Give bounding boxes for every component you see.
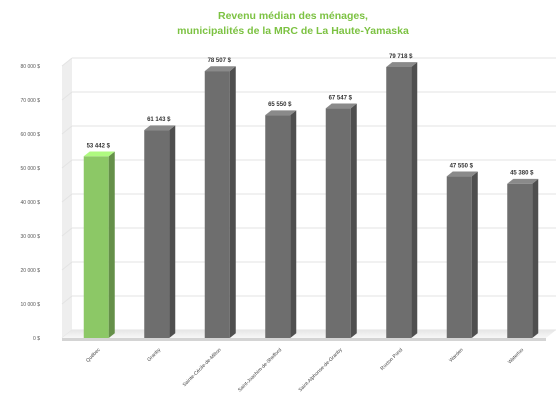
data-label: 65 550 $ [268, 102, 292, 108]
category-label: Warden [448, 347, 465, 364]
bar-side [411, 62, 418, 338]
y-tick-label: 60 000 $ [21, 132, 41, 138]
bar-front [204, 71, 230, 338]
bar-side [169, 125, 176, 338]
chart-title-line-1: Revenu médian des ménages, [218, 10, 368, 22]
bar-0 [83, 151, 115, 338]
data-label: 45 380 $ [510, 171, 534, 177]
gridline-wall [61, 227, 73, 237]
y-tick-label: 10 000 $ [21, 302, 41, 308]
bar-top [265, 110, 297, 116]
data-label: 78 507 $ [208, 58, 232, 64]
bar-front [83, 156, 109, 338]
category-label: Saint-Alphonse-de-Granby [298, 347, 344, 393]
bar-front [446, 176, 472, 338]
bar-top [325, 103, 357, 109]
bar-6 [446, 171, 478, 338]
bar-front [265, 115, 291, 338]
gridline-wall [61, 295, 73, 305]
bar-top [204, 66, 236, 72]
category-label: Québec [85, 347, 102, 364]
data-label: 47 550 $ [450, 163, 474, 169]
gridline-wall [61, 159, 73, 169]
category-label: Roxton Pond [379, 347, 404, 372]
bar-top [386, 62, 418, 67]
data-label: 67 547 $ [329, 95, 353, 101]
y-tick-label: 0 $ [33, 336, 40, 342]
y-tick-label: 80 000 $ [21, 64, 41, 70]
bar-top [507, 178, 539, 184]
bar-4 [325, 103, 357, 339]
bar-top [446, 171, 478, 177]
gridline-wall [61, 125, 73, 135]
category-label: Saint-Joachim-de-Shefford [237, 347, 283, 393]
bar-7 [507, 178, 539, 338]
gridline-wall [61, 193, 73, 203]
bar-side [229, 66, 236, 339]
bar-top [144, 125, 176, 131]
y-tick-label: 30 000 $ [21, 234, 41, 240]
y-tick-label: 50 000 $ [21, 166, 41, 172]
bar-side [350, 103, 357, 339]
category-label: Sainte-Cécile-de-Milton [182, 347, 223, 388]
y-tick-label: 20 000 $ [21, 268, 41, 274]
y-tick-label: 40 000 $ [21, 200, 41, 206]
bar-top [83, 151, 115, 157]
bar-side [532, 178, 539, 338]
chart-title-line-2: municipalités de la MRC de La Haute-Yama… [177, 25, 409, 37]
bar-side [290, 110, 297, 338]
bar-front [144, 130, 170, 338]
gridline-wall [61, 261, 73, 271]
y-tick-label: 70 000 $ [21, 98, 41, 104]
category-label: Granby [146, 347, 162, 363]
bar-front [507, 183, 533, 338]
bar-front [386, 66, 412, 338]
bar-3 [265, 110, 297, 338]
chart-floor-edge [62, 338, 546, 341]
bar-5 [386, 62, 418, 338]
data-label: 53 442 $ [87, 143, 111, 149]
bar-1 [144, 125, 176, 338]
gridline-wall [61, 57, 73, 67]
data-label: 61 143 $ [147, 117, 171, 123]
data-label: 79 718 $ [389, 54, 413, 60]
bar-side [471, 171, 478, 338]
bar-side [108, 151, 115, 338]
category-label: Waterloo [507, 347, 525, 365]
bar-front [325, 108, 351, 338]
chart-floor [62, 330, 556, 338]
bar-2 [204, 66, 236, 339]
gridline-wall [61, 91, 73, 101]
